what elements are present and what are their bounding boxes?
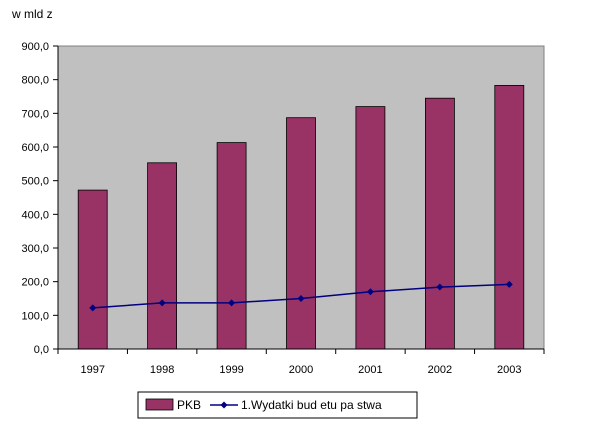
y-tick-label: 200,0 (21, 277, 49, 289)
x-tick-label: 1999 (219, 364, 243, 376)
point-2002 (436, 283, 444, 291)
bar-series (77, 85, 525, 350)
bar-1998 (147, 162, 178, 350)
bar-2001 (355, 106, 386, 350)
bar-1999 (216, 142, 247, 350)
y-tick-label: 900,0 (21, 41, 49, 53)
y-tick-label: 100,0 (21, 310, 49, 322)
x-tick-labels: 1997 1998 1999 2000 2001 2002 2003 (80, 364, 521, 376)
bar-2000 (286, 117, 316, 350)
bar-1997 (77, 189, 108, 350)
axes (53, 45, 545, 354)
point-1999 (228, 299, 236, 307)
y-tick-label: 0,0 (34, 344, 49, 356)
legend-label-wydatki: 1.Wydatki bud etu pa stwa (241, 398, 382, 412)
bar-2002 (424, 97, 455, 350)
x-tick-label: 2002 (428, 364, 452, 376)
y-tick-label: 500,0 (21, 176, 49, 188)
x-tick-label: 1998 (150, 364, 174, 376)
y-tick-labels: 0,0 100,0 200,0 300,0 400,0 500,0 600,0 700,0 80… (21, 41, 49, 356)
y-axis-title: w mld z (11, 7, 53, 21)
line-series (89, 280, 513, 312)
y-tick-label: 800,0 (21, 75, 49, 87)
point-2003 (505, 280, 513, 288)
legend-marker (220, 401, 228, 409)
point-1997 (89, 304, 97, 312)
x-tick-label: 2001 (358, 364, 382, 376)
y-tick-label: 700,0 (21, 108, 49, 120)
point-2001 (366, 288, 374, 296)
y-tick-label: 300,0 (21, 243, 49, 255)
y-tick-label: 600,0 (21, 142, 49, 154)
point-2000 (297, 295, 305, 302)
legend: PKB 1.Wydatki bud etu pa stwa (137, 391, 418, 419)
x-tick-label: 2003 (497, 364, 521, 376)
legend-box (137, 391, 418, 419)
y-tick-label: 400,0 (21, 209, 49, 221)
point-1998 (158, 299, 166, 307)
x-tick-label: 1997 (80, 364, 104, 376)
x-tick-label: 2000 (289, 364, 313, 376)
legend-label-pkb: PKB (177, 398, 201, 412)
legend-swatch-pkb (145, 398, 174, 411)
bar-2003 (494, 85, 525, 350)
